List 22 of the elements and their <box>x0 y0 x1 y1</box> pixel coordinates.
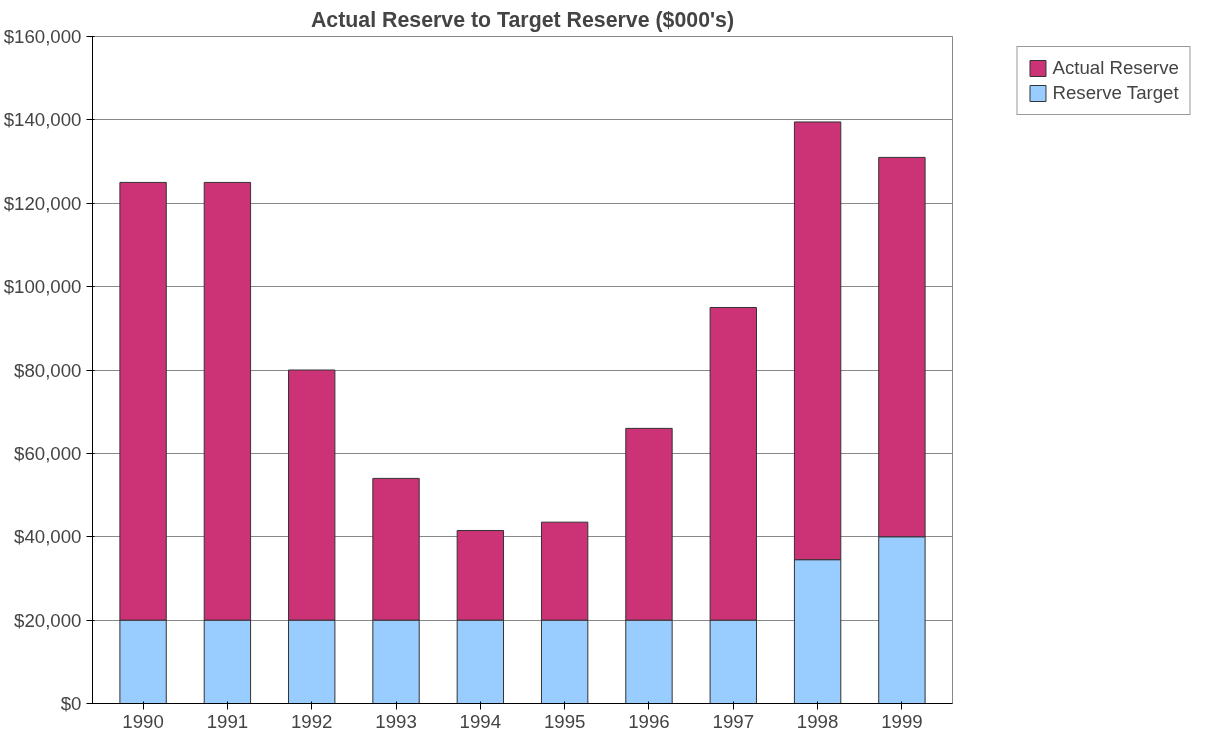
y-tick-label: $60,000 <box>14 442 82 464</box>
y-tick-label: $80,000 <box>14 359 82 381</box>
legend-label: Reserve Target <box>1052 82 1179 104</box>
x-tick-label: 1996 <box>628 710 670 732</box>
y-tick-label: $120,000 <box>3 192 82 214</box>
legend-label: Actual Reserve <box>1052 57 1179 79</box>
y-tick-label: $40,000 <box>14 526 82 548</box>
x-tick-label: 1997 <box>712 710 755 732</box>
x-tick-label: 1991 <box>206 710 249 732</box>
x-tick-label: 1993 <box>375 710 417 732</box>
x-tick-label: 1999 <box>881 710 923 732</box>
x-tick-label: 1998 <box>796 710 839 732</box>
x-tick-label: 1992 <box>290 710 333 732</box>
chart-title: Actual Reserve to Target Reserve ($000's) <box>310 7 735 32</box>
x-tick-label: 1995 <box>543 710 586 732</box>
y-tick-label: $100,000 <box>3 276 82 298</box>
y-tick-label: $160,000 <box>3 26 82 47</box>
x-tick-label: 1994 <box>459 710 502 732</box>
x-tick-label: 1990 <box>122 710 164 732</box>
y-tick-label: $140,000 <box>3 109 82 131</box>
y-tick-label: $20,000 <box>14 609 82 631</box>
y-tick-label: $0 <box>60 693 82 714</box>
